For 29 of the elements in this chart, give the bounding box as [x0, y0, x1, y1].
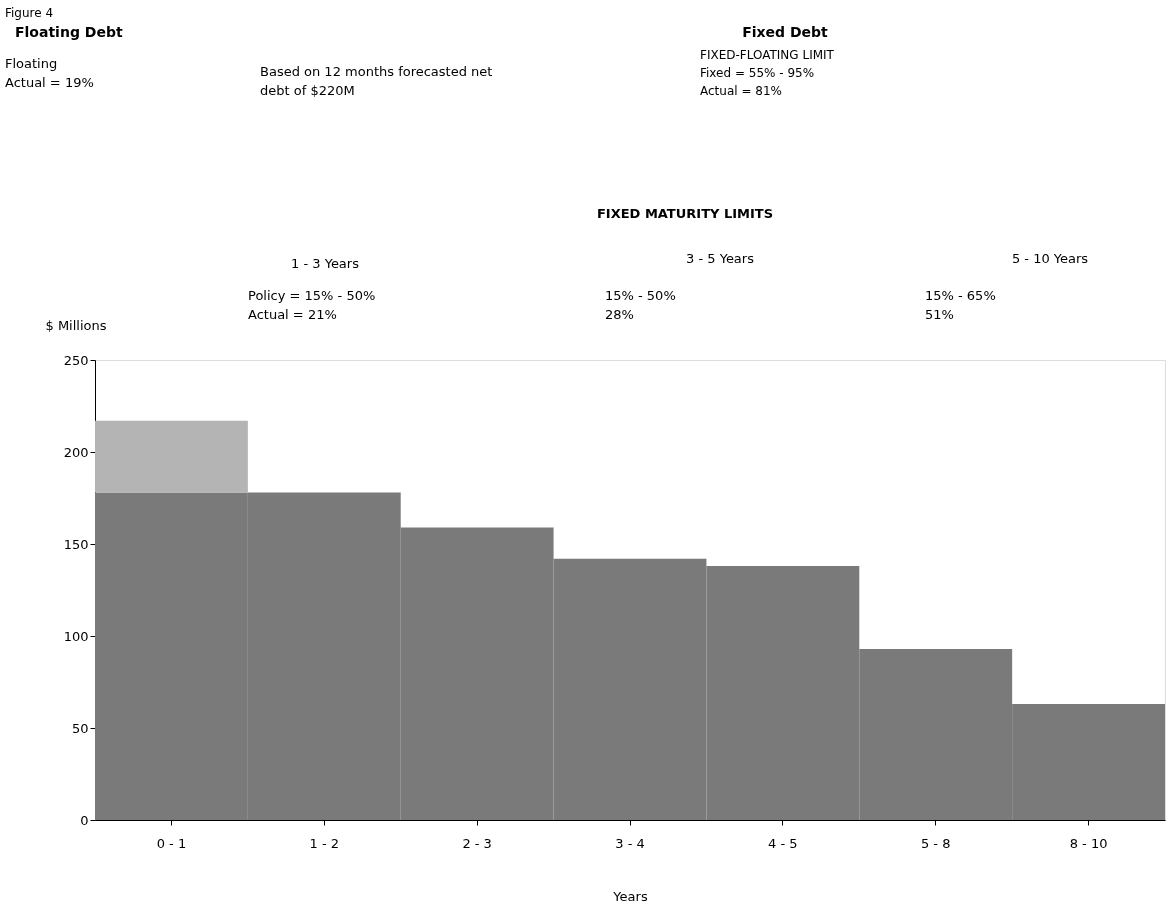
y-axis-title: $ Millions — [45, 317, 107, 333]
x-tick-label: 8 - 10 — [1069, 835, 1108, 851]
y-tick-label: 150 — [63, 536, 89, 552]
x-tick-label: 2 - 3 — [462, 835, 492, 851]
text: Fixed Debt — [742, 24, 829, 40]
y-tick-label: 250 — [63, 352, 89, 368]
y-tick-label: 0 — [80, 812, 89, 828]
text: Policy = 15% - 50% Actual = 21% — [248, 288, 376, 322]
text: 15% - 65% 51% — [925, 288, 996, 322]
text: Based on 12 months forecasted net debt of $220M — [260, 64, 493, 98]
x-tick-label: 5 - 8 — [920, 835, 951, 851]
text: 15% - 50% 28% — [605, 288, 676, 322]
text: 5 - 10 Years — [1011, 251, 1089, 266]
bar — [95, 420, 248, 493]
text: Floating Debt — [15, 24, 123, 40]
x-tick-label: 1 - 2 — [309, 835, 340, 851]
x-tick-label: 3 - 4 — [615, 835, 645, 851]
text: FIXED MATURITY LIMITS — [596, 206, 774, 221]
x-tick-label: 0 - 1 — [156, 835, 187, 851]
text: FIXED-FLOATING LIMIT Fixed = 55% - 95% Actual = 81% — [700, 48, 835, 98]
text: 3 - 5 Years — [686, 251, 755, 266]
x-tick-label: 4 - 5 — [768, 835, 798, 851]
text: Floating Actual = 19% — [5, 56, 94, 90]
caption: Figure 4 — [5, 6, 54, 20]
text: 1 - 3 Years — [291, 256, 360, 271]
y-tick-label: 50 — [71, 720, 89, 736]
y-tick-label: 200 — [63, 444, 89, 460]
y-tick-label: 100 — [63, 628, 89, 644]
x-axis-title: Years — [612, 888, 648, 904]
